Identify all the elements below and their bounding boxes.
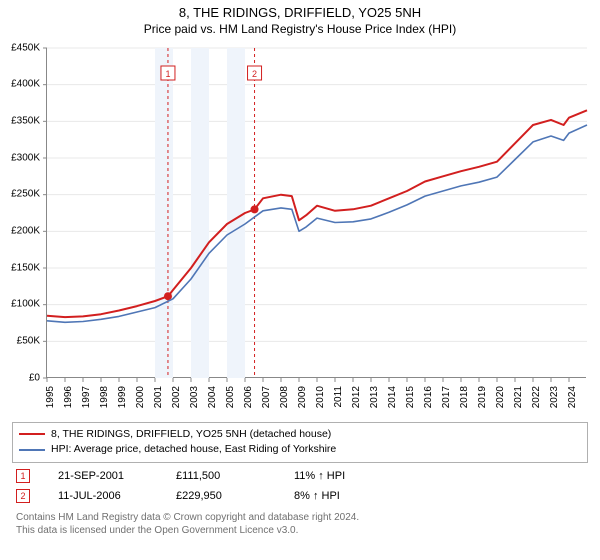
sale-price: £111,500: [176, 470, 266, 482]
y-tick-label: £250K: [11, 189, 40, 200]
x-tick-label: 2014: [387, 386, 398, 408]
x-tick-label: 2011: [333, 386, 344, 408]
sale-date: 11-JUL-2006: [58, 490, 148, 502]
legend-item: HPI: Average price, detached house, East…: [19, 442, 581, 458]
x-tick-label: 1998: [99, 386, 110, 408]
legend-label: HPI: Average price, detached house, East…: [51, 442, 336, 458]
sale-price: £229,950: [176, 490, 266, 502]
sale-marker-box: 2: [16, 489, 30, 503]
y-tick-label: £450K: [11, 42, 40, 53]
sale-diff: 11% ↑ HPI: [294, 470, 384, 482]
y-tick-label: £150K: [11, 262, 40, 273]
x-tick-label: 1995: [45, 386, 56, 408]
x-tick-label: 1997: [81, 386, 92, 408]
x-tick-label: 2016: [423, 386, 434, 408]
chart-area: £0 £50K £100K £150K £200K £250K £300K £350K £400…: [0, 40, 600, 420]
x-tick-label: 2001: [153, 386, 164, 408]
x-tick-label: 2023: [549, 386, 560, 408]
x-tick-label: 2013: [369, 386, 380, 408]
y-tick-label: £400K: [11, 79, 40, 90]
x-tick-label: 2021: [513, 386, 524, 408]
x-tick-label: 2005: [225, 386, 236, 408]
footer-line-2: This data is licensed under the Open Gov…: [16, 524, 584, 537]
y-tick-label: £0: [29, 372, 40, 383]
below-chart: 8, THE RIDINGS, DRIFFIELD, YO25 5NH (det…: [0, 422, 600, 538]
x-tick-label: 1996: [63, 386, 74, 408]
svg-text:2: 2: [252, 69, 257, 79]
sale-date: 21-SEP-2001: [58, 470, 148, 482]
chart-title: 8, THE RIDINGS, DRIFFIELD, YO25 5NH: [0, 0, 600, 22]
legend-box: 8, THE RIDINGS, DRIFFIELD, YO25 5NH (det…: [12, 422, 588, 464]
x-tick-label: 2018: [459, 386, 470, 408]
footer-text: Contains HM Land Registry data © Crown c…: [12, 503, 588, 537]
chart-svg: 12: [47, 48, 587, 378]
y-tick-label: £300K: [11, 152, 40, 163]
legend-swatch: [19, 433, 45, 435]
y-axis-labels: £0£50K£100K£150K£200K£250K£300K£350K£400…: [0, 48, 44, 378]
chart-container: 8, THE RIDINGS, DRIFFIELD, YO25 5NH Pric…: [0, 0, 600, 560]
legend-item: 8, THE RIDINGS, DRIFFIELD, YO25 5NH (det…: [19, 427, 581, 443]
x-tick-label: 2002: [171, 386, 182, 408]
y-tick-label: £200K: [11, 225, 40, 236]
x-tick-label: 2000: [135, 386, 146, 408]
x-tick-label: 2019: [477, 386, 488, 408]
chart-subtitle: Price paid vs. HM Land Registry's House …: [0, 22, 600, 40]
x-tick-label: 2015: [405, 386, 416, 408]
x-tick-label: 2003: [189, 386, 200, 408]
x-tick-label: 2020: [495, 386, 506, 408]
x-tick-label: 1999: [117, 386, 128, 408]
legend-swatch: [19, 449, 45, 451]
sale-marker-box: 1: [16, 469, 30, 483]
y-tick-label: £350K: [11, 115, 40, 126]
x-tick-label: 2006: [243, 386, 254, 408]
x-tick-label: 2007: [261, 386, 272, 408]
svg-text:1: 1: [165, 69, 170, 79]
legend-label: 8, THE RIDINGS, DRIFFIELD, YO25 5NH (det…: [51, 427, 331, 443]
sales-table: 1 21-SEP-2001 £111,500 11% ↑ HPI 2 11-JUL-200…: [12, 463, 588, 503]
sale-row: 1 21-SEP-2001 £111,500 11% ↑ HPI: [12, 463, 588, 483]
x-tick-label: 2010: [315, 386, 326, 408]
plot-area: 12: [46, 48, 586, 378]
footer-line-1: Contains HM Land Registry data © Crown c…: [16, 511, 584, 524]
y-tick-label: £100K: [11, 299, 40, 310]
x-tick-label: 2008: [279, 386, 290, 408]
x-tick-label: 2017: [441, 386, 452, 408]
x-tick-label: 2024: [567, 386, 578, 408]
x-tick-label: 2004: [207, 386, 218, 408]
x-tick-label: 2009: [297, 386, 308, 408]
x-tick-label: 2022: [531, 386, 542, 408]
sale-row: 2 11-JUL-2006 £229,950 8% ↑ HPI: [12, 483, 588, 503]
x-tick-label: 2012: [351, 386, 362, 408]
x-axis-labels: 1995 1996 1997 1998 1999 2000 2001 2002 2003 2004…: [46, 380, 586, 418]
sale-diff: 8% ↑ HPI: [294, 490, 384, 502]
y-tick-label: £50K: [17, 335, 40, 346]
